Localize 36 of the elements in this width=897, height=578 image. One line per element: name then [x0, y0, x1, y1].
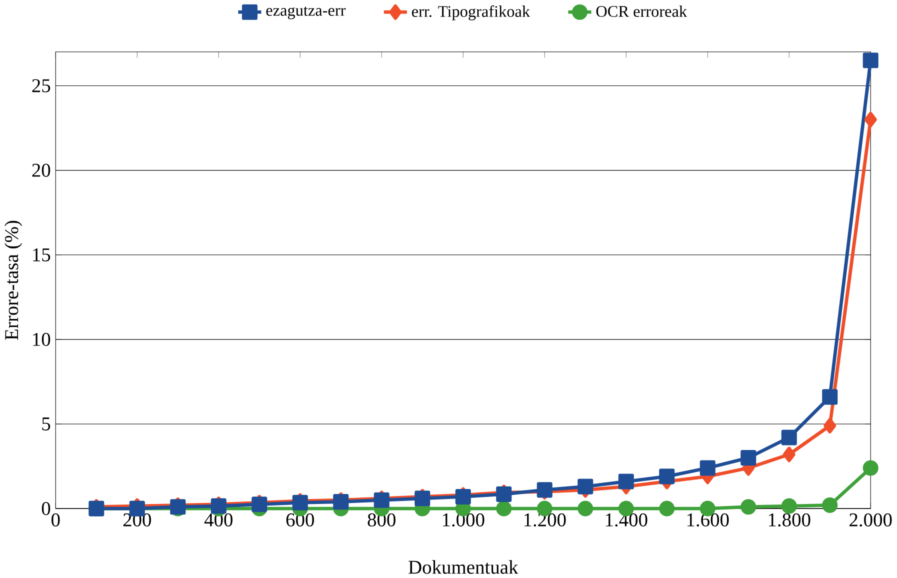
y-tick-label: 20 — [32, 164, 50, 177]
point — [740, 498, 756, 514]
y-axis-title: Errore-tasa (%) — [4, 220, 22, 340]
point — [782, 446, 796, 462]
legend-label: err. Tipografikoak — [412, 5, 530, 20]
point — [659, 468, 675, 484]
legend-label: OCR erroreak — [596, 5, 688, 17]
y-tick-label: 25 — [32, 79, 50, 92]
point — [618, 474, 634, 490]
y-tick-label: 10 — [33, 332, 50, 346]
point — [700, 460, 716, 476]
point — [781, 498, 797, 514]
x-tick-label: 2.000 — [850, 513, 892, 526]
point — [822, 389, 838, 405]
point — [824, 418, 836, 434]
x-tick-label: 1.600 — [687, 513, 729, 526]
y-tick-label: 5 — [42, 417, 50, 430]
point — [822, 497, 838, 513]
y-tick-label: 15 — [33, 248, 50, 262]
point — [864, 112, 877, 128]
x-tick-label: 0 — [52, 513, 60, 526]
point — [781, 430, 797, 446]
point — [862, 52, 878, 68]
point — [496, 500, 512, 516]
legend-label: ezagutza-err — [266, 6, 346, 20]
x-tick-label: 1.800 — [768, 513, 810, 526]
x-axis-title: Dokumentuak — [408, 560, 518, 574]
x-tick-label: 1.200 — [524, 513, 566, 526]
point — [659, 500, 675, 516]
point — [862, 460, 878, 476]
point — [578, 500, 594, 516]
x-tick-label: 1.000 — [442, 513, 484, 526]
point — [740, 450, 756, 466]
point — [578, 478, 594, 494]
x-tick-label: 1.400 — [606, 513, 648, 526]
y-tick-label: 0 — [42, 502, 50, 515]
